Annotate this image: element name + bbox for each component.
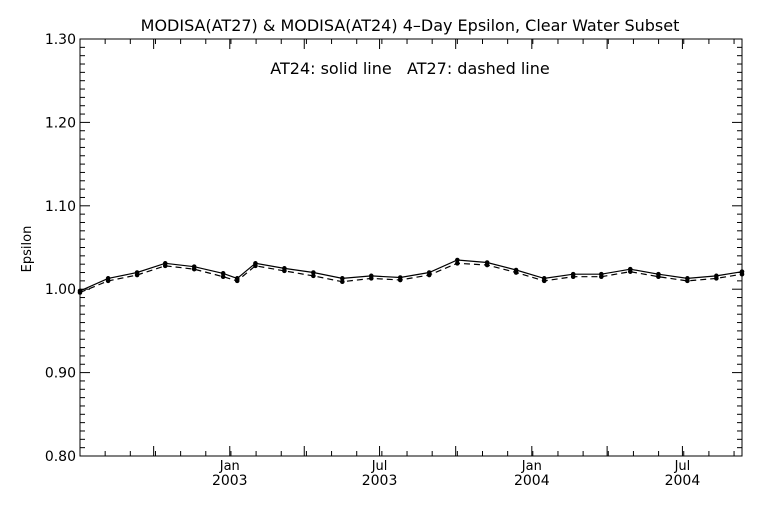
data-point-at27 [282,268,287,274]
axis-ticks: 0.800.901.001.101.201.30Jan2003Jul2003Ja… [45,32,742,489]
data-point-at27 [455,261,460,266]
chart-title: MODISA(AT27) & MODISA(AT24) 4–Day Epsilo… [141,16,680,35]
data-point-at27 [541,278,547,284]
x-tick-label-month: Jan [521,459,542,474]
series-line-at27 [79,262,743,294]
x-tick-label-year: 2004 [665,473,701,489]
data-point-at27 [484,262,490,268]
data-point-at27 [570,274,576,279]
x-tick-label-month: Jan [219,459,240,474]
data-point-at24 [340,276,345,281]
data-point-at27 [340,279,345,284]
y-tick-label: 1.10 [45,199,76,215]
data-point-at27 [397,277,403,283]
data-point-at27 [105,278,111,284]
y-tick-label: 1.00 [45,282,76,298]
y-tick-label: 0.80 [45,449,76,465]
x-tick-label-year: 2004 [514,473,550,489]
data-point-at27 [368,276,374,281]
data-point-at27 [234,278,240,284]
x-tick-label-month: Jul [371,459,388,474]
series-layer [77,257,745,295]
data-point-at27 [162,263,168,269]
data-point-at24 [455,257,460,263]
y-tick-label: 0.90 [45,366,76,382]
data-point-at27 [191,266,197,272]
data-point-at24 [220,271,226,276]
data-point-at27 [599,274,604,279]
x-tick-label-month: Jul [674,459,691,474]
y-axis-label: Epsilon [20,226,35,273]
data-point-at27 [627,269,633,274]
series-line-at24 [79,259,743,292]
plot-frame [79,38,743,457]
series-style-annotation: AT24: solid line AT27: dashed line [270,59,549,78]
data-point-at27 [513,270,519,275]
data-point-at27 [714,276,719,281]
data-point-at27 [77,290,83,295]
data-point-at27 [253,263,258,269]
data-point-at27 [134,272,140,278]
data-point-at27 [220,274,226,279]
data-point-at27 [685,278,690,284]
y-tick-label: 1.20 [45,115,76,131]
data-point-at27 [426,272,432,278]
data-point-at27 [656,274,661,279]
x-tick-label-year: 2003 [362,473,398,489]
x-tick-label-year: 2003 [212,473,248,489]
data-point-at27 [311,273,316,279]
data-point-at24 [311,270,316,275]
y-tick-label: 1.30 [45,32,76,48]
data-point-at27 [739,271,745,277]
